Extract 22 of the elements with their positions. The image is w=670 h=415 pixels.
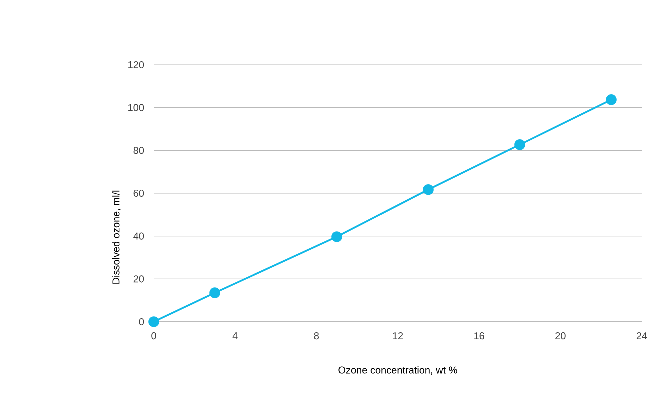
y-tick-label: 60: [134, 190, 144, 198]
point: [210, 288, 220, 298]
y-tick-label: 120: [128, 61, 144, 69]
x-tick-label: 16: [474, 332, 484, 340]
x-tick-label: 24: [636, 332, 648, 340]
x-tick-label: 8: [314, 332, 320, 340]
x-axis-title: Ozone concentration, wt %: [338, 366, 458, 375]
point: [332, 232, 342, 242]
x-tick-label: 20: [556, 332, 566, 340]
y-tick-label: 20: [134, 276, 144, 283]
point: [514, 139, 526, 150]
y-tick-label: 40: [134, 232, 144, 240]
point: [423, 184, 434, 196]
x-tick-label: 0: [152, 332, 156, 340]
point: [606, 94, 617, 106]
y-tick-label: 80: [134, 147, 144, 154]
point: [148, 316, 160, 328]
x-tick-label: 4: [232, 332, 238, 340]
x-tick-label: 12: [393, 332, 404, 340]
y-tick-label: 100: [128, 104, 144, 112]
y-tick-label: 0: [139, 318, 144, 326]
y-axis-title: Dissolved ozone, ml/l: [112, 190, 121, 284]
